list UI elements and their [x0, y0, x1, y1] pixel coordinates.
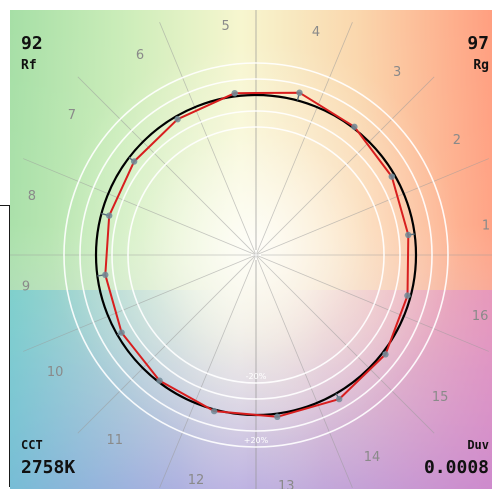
- grid-spoke: [159, 254, 257, 488]
- grid-spoke: [77, 76, 257, 256]
- grid-spoke: [159, 22, 257, 256]
- point-marker: [210, 407, 218, 415]
- frame-line: [9, 205, 10, 487]
- hue-bin-label: 14: [364, 450, 381, 465]
- ring: [79, 78, 433, 432]
- hue-background-center-glow: [50, 40, 460, 450]
- ring-label: +20%: [244, 436, 269, 445]
- hue-bin-label: 6: [136, 48, 144, 63]
- hue-bin-label: 2: [453, 133, 461, 148]
- grid-spoke: [255, 22, 353, 256]
- rg-value: 97: [467, 33, 489, 54]
- hue-bin-label: 12: [188, 473, 205, 488]
- point-marker: [102, 271, 109, 279]
- point-marker: [405, 231, 412, 239]
- point-marker: [388, 173, 395, 180]
- center-mark: [251, 250, 261, 260]
- hue-bin-label: 8: [28, 189, 36, 204]
- grid-spoke: [255, 254, 489, 352]
- ring: [63, 62, 449, 448]
- point-marker: [231, 89, 238, 97]
- ring: [127, 126, 385, 384]
- point-marker: [156, 377, 163, 384]
- grid-spoke: [255, 158, 489, 256]
- grid-spoke: [255, 76, 435, 256]
- cct-value: 2758K: [21, 457, 75, 478]
- ring-labels: -20% +20%: [244, 372, 269, 445]
- frame-tick: [0, 205, 10, 206]
- grid-spoke: [23, 254, 257, 352]
- point-marker: [351, 123, 358, 130]
- radial-grid: [10, 10, 492, 489]
- rg-label: Rg: [473, 58, 489, 73]
- point-marker: [404, 292, 411, 299]
- hue-bin-label: 5: [222, 19, 230, 34]
- rf-label: Rf: [21, 58, 37, 73]
- point-marker: [118, 329, 125, 336]
- rf-value: 92: [21, 33, 43, 54]
- point-marker: [296, 89, 303, 96]
- hue-bin-label: 4: [312, 25, 320, 40]
- point-marker: [130, 158, 138, 165]
- hue-bin-label: 3: [393, 65, 401, 80]
- grid-spoke: [255, 254, 435, 434]
- hue-bin-label: 13: [278, 479, 295, 489]
- hue-bin-label: 15: [432, 390, 449, 405]
- point-marker: [274, 413, 281, 421]
- hue-vector-markers: [97, 89, 415, 421]
- grid-spoke: [77, 254, 257, 434]
- grid-spoke: [23, 158, 257, 256]
- point-marker: [382, 351, 389, 358]
- cct-label: CCT: [21, 438, 43, 452]
- point-marker: [174, 116, 181, 123]
- point-marker: [105, 212, 113, 219]
- duv-value: 0.0008: [424, 457, 489, 478]
- hue-bin-label: 16: [472, 309, 489, 324]
- percentage-rings: [63, 62, 449, 448]
- hue-bin-label: 7: [68, 108, 76, 123]
- hue-bin-label: 10: [47, 365, 64, 380]
- grid-spoke: [255, 254, 353, 488]
- hue-bin-label: 11: [107, 433, 124, 448]
- ring: [111, 110, 401, 400]
- ring-label: -20%: [246, 372, 267, 381]
- point-marker: [336, 395, 343, 403]
- hue-bin-label: 1: [482, 219, 490, 234]
- duv-label: Duv: [467, 438, 489, 452]
- hue-bin-label: 9: [22, 279, 30, 294]
